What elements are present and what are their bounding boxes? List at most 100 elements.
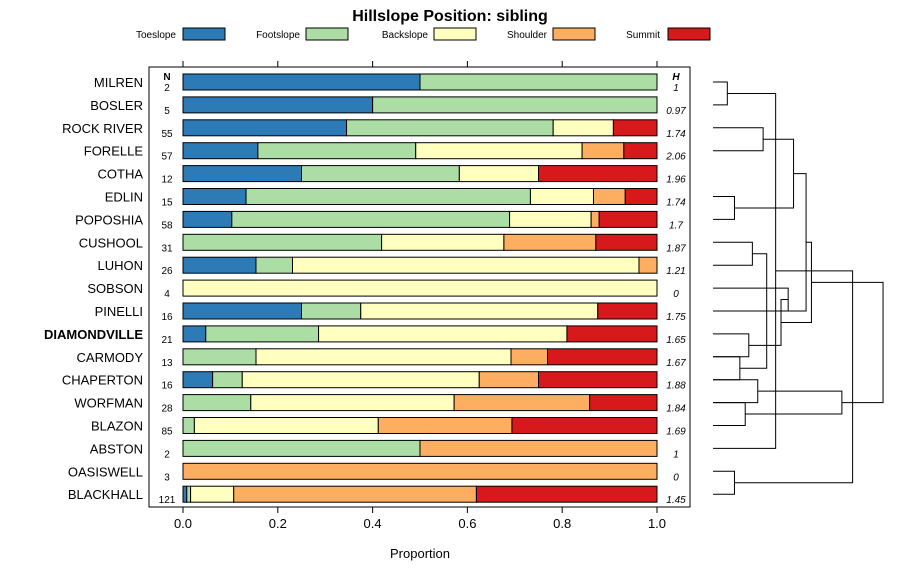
row-label: POPOSHIA xyxy=(75,212,143,227)
n-value: 12 xyxy=(161,175,173,186)
row-label: DIAMONDVILLE xyxy=(44,327,143,342)
h-value: 1.96 xyxy=(666,175,686,186)
bar-segment xyxy=(182,462,658,480)
bar-segment xyxy=(624,188,658,205)
n-value: 28 xyxy=(161,404,173,415)
bar-segment xyxy=(453,394,591,412)
h-value: 1 xyxy=(673,83,679,94)
bar-segment xyxy=(182,279,658,297)
n-value: 13 xyxy=(161,358,173,369)
n-header: N xyxy=(163,72,170,83)
bar-segment xyxy=(318,325,568,343)
bar-segment xyxy=(182,165,302,183)
n-value: 3 xyxy=(164,472,170,483)
x-tick-label: 0.8 xyxy=(553,516,571,531)
bar-segment xyxy=(182,73,421,91)
bar-segment xyxy=(182,439,421,457)
bar-segment xyxy=(291,256,640,274)
dendrogram-link xyxy=(713,402,746,426)
bar-segment xyxy=(538,165,658,183)
dendrogram-link xyxy=(713,127,764,152)
dendrogram-link xyxy=(713,333,750,358)
legend-swatch xyxy=(433,27,477,41)
h-value: 1.84 xyxy=(666,404,686,415)
bar-segment xyxy=(381,233,505,251)
h-value: 1 xyxy=(673,449,679,460)
plot-frame xyxy=(148,66,691,508)
bar-segment xyxy=(182,233,383,251)
legend-label: Shoulder xyxy=(507,30,548,41)
n-value: 31 xyxy=(161,243,173,254)
row-label: ABSTON xyxy=(90,441,143,456)
n-value: 15 xyxy=(161,198,173,209)
row-label: CARMODY xyxy=(77,350,144,365)
bar-segment xyxy=(233,485,477,503)
bar-segment xyxy=(589,394,658,412)
n-value: 21 xyxy=(161,335,173,346)
chart-title: Hillslope Position: sibling xyxy=(352,8,548,25)
bar-segment xyxy=(182,256,257,274)
bar-segment xyxy=(182,302,302,320)
dendrogram-link xyxy=(713,287,789,312)
bar-segment xyxy=(301,165,460,183)
bar-segment xyxy=(212,371,243,389)
row-label: BOSLER xyxy=(90,98,143,113)
row-label: ROCK RIVER xyxy=(62,121,143,136)
dendrogram-link xyxy=(713,196,735,220)
bar-segment xyxy=(255,256,293,274)
bar-segment xyxy=(182,371,214,389)
x-tick-label: 0.4 xyxy=(364,516,382,531)
h-value: 1.65 xyxy=(666,335,686,346)
n-value: 57 xyxy=(161,152,173,163)
bar-segment xyxy=(509,210,592,228)
legend-label: Backslope xyxy=(382,30,429,41)
n-value: 58 xyxy=(161,220,173,231)
dendrogram-link xyxy=(734,270,854,484)
h-value: 2.06 xyxy=(665,152,686,163)
h-value: 1.67 xyxy=(666,358,686,369)
row-label: EDLIN xyxy=(105,190,143,205)
bar-segment xyxy=(478,371,539,389)
bar-segment xyxy=(595,233,658,251)
bar-segment xyxy=(581,142,625,160)
top-ticks xyxy=(182,61,658,67)
bar-segment xyxy=(360,302,599,320)
dendrogram-link xyxy=(745,390,843,415)
h-value: 0 xyxy=(673,472,679,483)
h-header: H xyxy=(672,72,680,83)
bar-segment xyxy=(182,119,348,137)
legend-label: Summit xyxy=(626,30,660,41)
h-labels: 1 0.97 1.74 2.06 1.96 1.74 1.7 1.87 1.21 0 1.75 1.6… xyxy=(665,83,686,506)
bar-segment xyxy=(510,348,549,366)
bar-segment xyxy=(597,302,658,320)
row-label: BLAZON xyxy=(91,419,143,434)
bar-segment xyxy=(193,417,379,434)
row-label: CUSHOOL xyxy=(79,235,143,250)
bar-segment xyxy=(598,210,658,228)
bar-segment xyxy=(623,142,658,160)
n-value: 26 xyxy=(161,266,173,277)
bar-segment xyxy=(186,485,192,503)
n-value: 121 xyxy=(159,495,176,506)
h-value: 1.45 xyxy=(666,495,686,506)
n-value: 16 xyxy=(161,312,173,323)
bars xyxy=(182,73,658,503)
bar-segment xyxy=(638,256,658,274)
row-labels: MILREN BOSLER ROCK RIVER FORELLE COTHA EDLIN P… xyxy=(44,75,143,502)
bar-segment xyxy=(182,210,233,228)
legend-swatch xyxy=(667,27,711,41)
n-value: 85 xyxy=(161,427,173,438)
bar-segment xyxy=(182,394,252,412)
x-axis: 0.0 0.2 0.4 0.6 0.8 1.0 xyxy=(174,507,666,531)
n-value: 55 xyxy=(161,129,173,140)
x-tick-label: 0.2 xyxy=(269,516,287,531)
h-value: 0 xyxy=(673,289,679,300)
h-value: 1.74 xyxy=(666,198,686,209)
row-label: LUHON xyxy=(97,258,143,273)
h-value: 1.74 xyxy=(666,129,686,140)
bar-segment xyxy=(346,119,554,137)
dendrogram-link xyxy=(713,379,759,404)
bar-segment xyxy=(547,348,658,366)
n-value: 2 xyxy=(164,449,170,460)
